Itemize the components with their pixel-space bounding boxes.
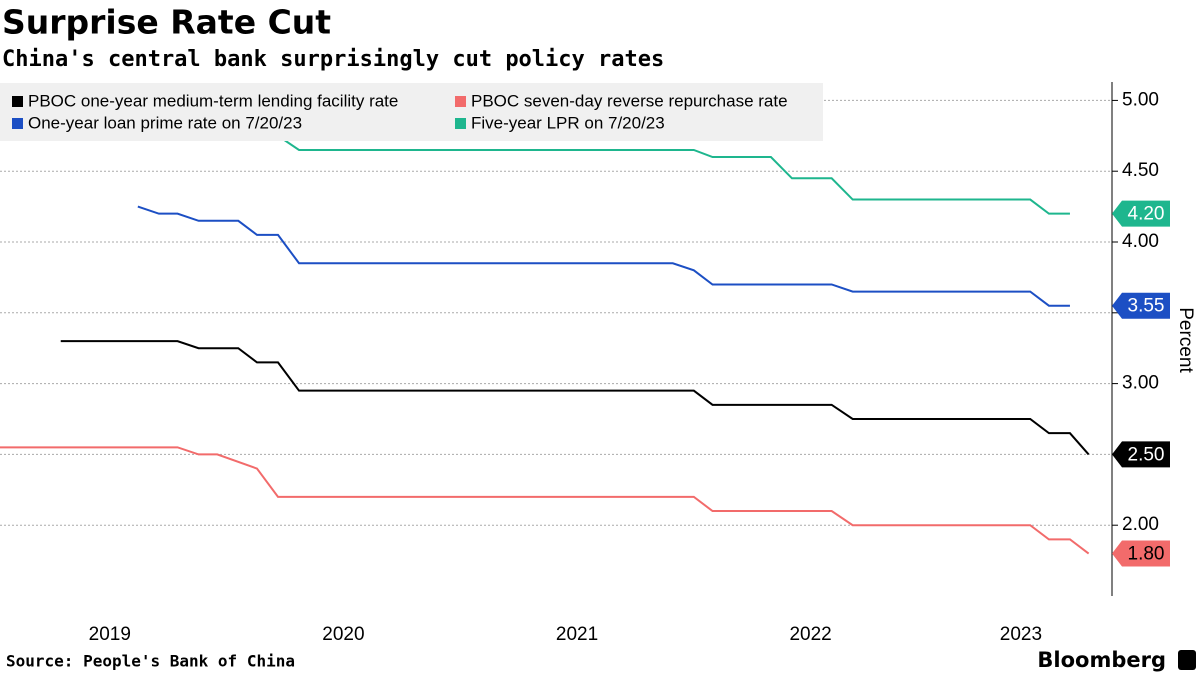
y-tick-label: 4.50 — [1122, 160, 1159, 181]
y-tick-label: 5.00 — [1122, 89, 1159, 110]
legend-label: Five-year LPR on 7/20/23 — [471, 113, 665, 132]
series-line — [137, 205, 1070, 307]
end-labels: 2.50 1.80 3.55 4.20 — [1112, 200, 1170, 567]
source: Source: People's Bank of China — [6, 652, 295, 671]
x-tick-label: 2020 — [322, 624, 364, 645]
end-label-badge — [1112, 441, 1170, 468]
legend-swatch — [455, 118, 466, 129]
x-tick-label: 2022 — [789, 624, 831, 645]
series-line — [0, 446, 1090, 555]
chart-subtitle: China's central bank surprisingly cut po… — [2, 47, 664, 72]
legend: PBOC one-year medium-term lending facili… — [12, 91, 788, 132]
chart-title: Surprise Rate Cut — [2, 3, 331, 42]
legend-swatch — [455, 96, 466, 107]
y-axis-label: Percent — [1175, 307, 1196, 373]
end-label: 1.80 — [1128, 544, 1165, 565]
brand-icon — [1178, 650, 1196, 670]
plot — [0, 120, 1090, 555]
end-label: 4.20 — [1128, 204, 1165, 225]
end-label: 3.55 — [1128, 296, 1165, 317]
end-label: 2.50 — [1128, 444, 1165, 465]
end-label-badge — [1112, 540, 1170, 567]
end-label-badge — [1112, 292, 1170, 319]
legend-label: PBOC seven-day reverse repurchase rate — [471, 91, 788, 110]
y-tick-label: 2.00 — [1122, 514, 1159, 535]
series-line — [60, 340, 1090, 456]
x-tick-label: 2021 — [556, 624, 598, 645]
legend-swatch — [12, 96, 23, 107]
legend-label: PBOC one-year medium-term lending facili… — [28, 91, 398, 110]
grid: 2.002.503.003.504.004.505.00201920202021… — [0, 89, 1159, 645]
legend-swatch — [12, 118, 23, 129]
brand: Bloomberg — [1037, 648, 1166, 672]
end-label-badge — [1112, 200, 1170, 227]
x-tick-label: 2019 — [89, 624, 131, 645]
legend-box — [0, 83, 823, 141]
x-tick-label: 2023 — [1000, 624, 1042, 645]
legend-label: One-year loan prime rate on 7/20/23 — [28, 113, 302, 132]
y-tick-label: 3.00 — [1122, 373, 1159, 394]
y-tick-label: 4.00 — [1122, 231, 1159, 252]
